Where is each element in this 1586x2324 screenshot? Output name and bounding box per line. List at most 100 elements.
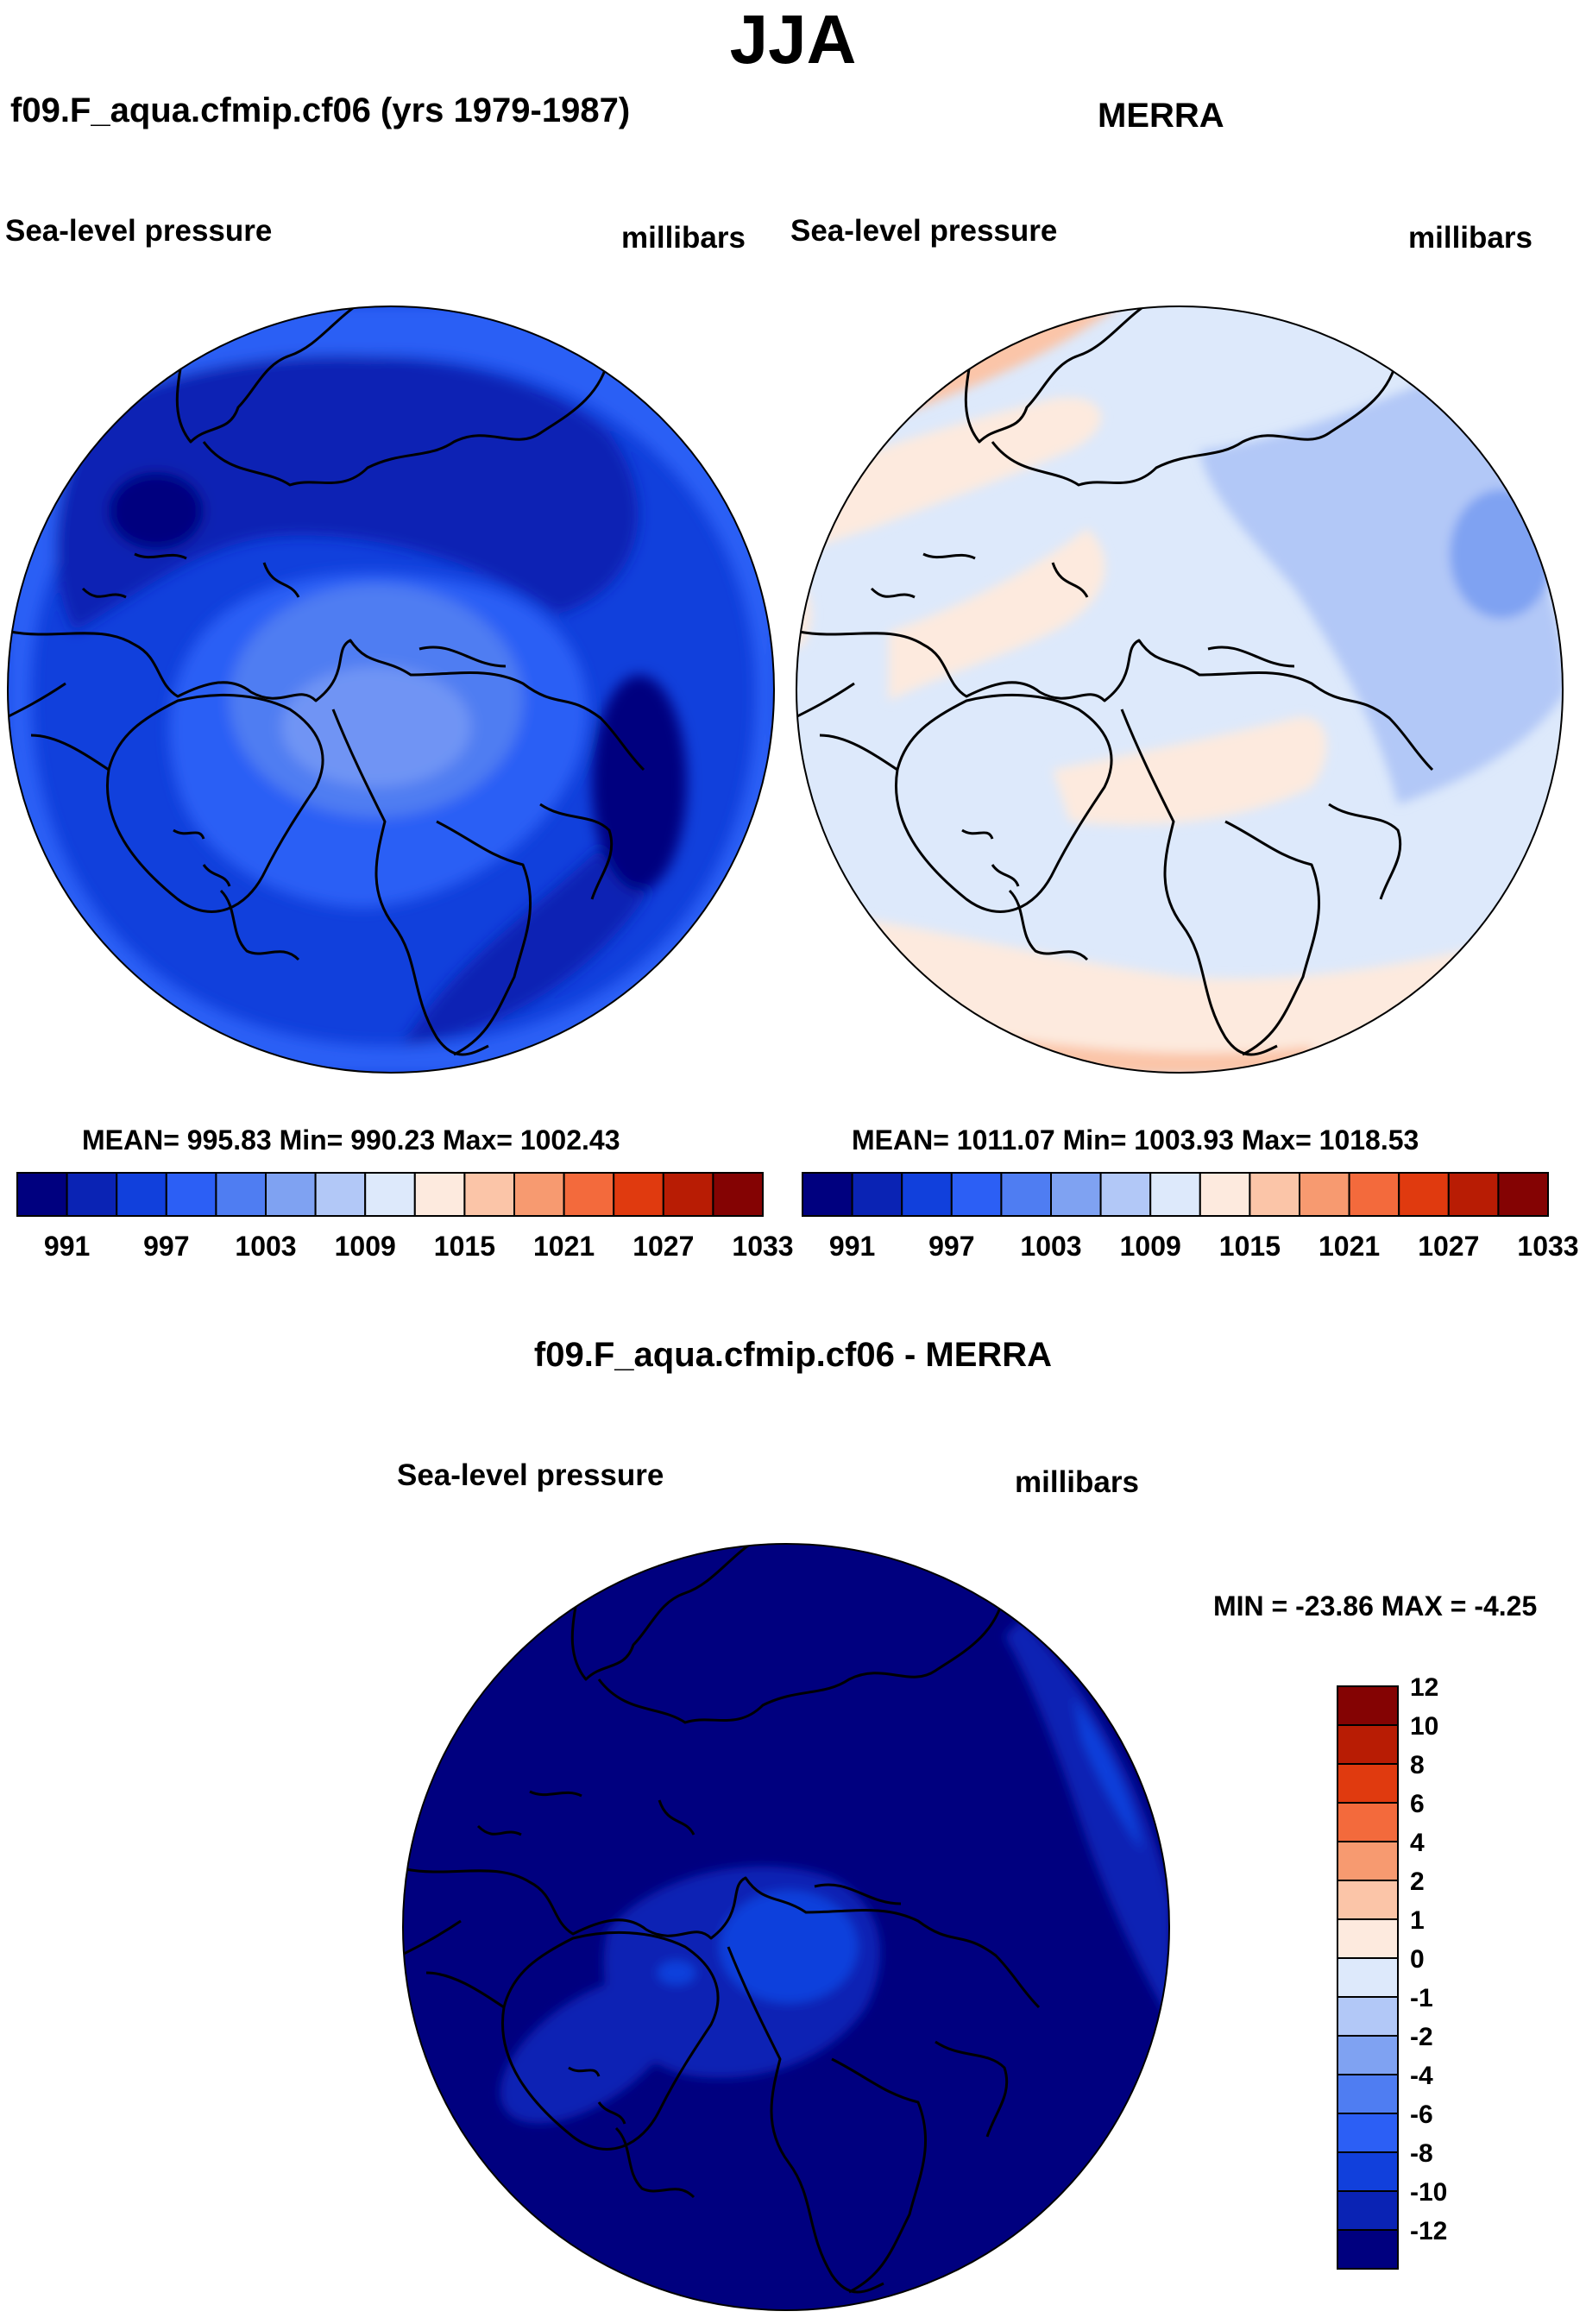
model-colorbar-tick-label: 997 xyxy=(143,1231,189,1262)
model-colorbar-swatch xyxy=(265,1172,317,1217)
obs-units-label: millibars xyxy=(1408,221,1533,255)
obs-colorbar-swatch xyxy=(1149,1172,1201,1217)
model-colorbar-swatch xyxy=(712,1172,765,1217)
diff-colorbar-swatch xyxy=(1337,1957,1399,1998)
obs-field-positive-center xyxy=(1053,716,1327,825)
diff-units-label: millibars xyxy=(1015,1465,1139,1499)
model-colorbar-tick-label: 1027 xyxy=(633,1231,694,1262)
diff-colorbar-tick-label: -1 xyxy=(1410,1984,1433,2012)
model-variable-label: Sea-level pressure xyxy=(5,214,273,248)
model-colorbar-tick-label: 1009 xyxy=(335,1231,396,1262)
model-polar-map xyxy=(7,305,775,1074)
model-coastlines xyxy=(8,306,714,1056)
diff-colorbar-swatch xyxy=(1337,1763,1399,1804)
diff-colorbar-tick-label: -10 xyxy=(1410,2178,1447,2207)
diff-colorbar-swatch xyxy=(1337,1724,1399,1765)
diff-colorbar-tick-label: 2 xyxy=(1410,1867,1425,1896)
model-field-high-core xyxy=(281,666,471,787)
obs-colorbar-tick-label: 1021 xyxy=(1319,1231,1380,1262)
diff-colorbar-swatch xyxy=(1337,2190,1399,2231)
diff-stats: MIN = -23.86 MAX = -4.25 xyxy=(1213,1590,1538,1622)
diff-polar-map xyxy=(402,1543,1170,2311)
obs-colorbar-swatch xyxy=(1447,1172,1500,1217)
obs-colorbar-swatch xyxy=(1497,1172,1550,1217)
model-colorbar-tick-label: 1033 xyxy=(732,1231,793,1262)
obs-field-positive-band-nw xyxy=(796,397,1102,554)
obs-colorbar-swatch xyxy=(1199,1172,1251,1217)
model-colorbar: 991 997 1003 1009 1015 1021 1027 1033 xyxy=(16,1172,794,1262)
model-panel-title: f09.F_aqua.cfmip.cf06 (yrs 1979-1987) xyxy=(10,91,631,129)
diff-colorbar-tick-label: 8 xyxy=(1410,1751,1425,1779)
diff-colorbar-tick-label: -12 xyxy=(1410,2217,1447,2245)
diff-colorbar-swatch xyxy=(1337,2074,1399,2114)
obs-polar-map xyxy=(796,305,1564,1074)
model-field-low-east xyxy=(592,675,687,891)
obs-colorbar-tick-label: 997 xyxy=(928,1231,974,1262)
model-colorbar-swatch xyxy=(662,1172,714,1217)
diff-colorbar-swatch xyxy=(1337,2151,1399,2192)
diff-field-small-blob xyxy=(658,1961,695,1985)
obs-colorbar-swatch xyxy=(901,1172,953,1217)
diff-colorbar-tick-label: -6 xyxy=(1410,2100,1433,2129)
obs-variable-label: Sea-level pressure xyxy=(790,214,1058,248)
model-colorbar-swatch xyxy=(165,1172,217,1217)
model-colorbar-swatch xyxy=(463,1172,516,1217)
diff-colorbar-swatch xyxy=(1337,1880,1399,1920)
diff-colorbar-swatch xyxy=(1337,1685,1399,1726)
diff-colorbar-swatch xyxy=(1337,2113,1399,2153)
obs-colorbar-swatch xyxy=(1398,1172,1450,1217)
diff-colorbar-tick-label: 0 xyxy=(1410,1945,1425,1974)
diff-colorbar-swatch xyxy=(1337,1802,1399,1842)
obs-colorbar-swatch xyxy=(1050,1172,1102,1217)
model-colorbar-swatch xyxy=(413,1172,466,1217)
model-colorbar-swatch xyxy=(314,1172,367,1217)
diff-variable-label: Sea-level pressure xyxy=(397,1458,664,1492)
obs-colorbar-tick-label: 1009 xyxy=(1120,1231,1181,1262)
model-colorbar-swatch xyxy=(215,1172,267,1217)
diff-field-east-rim-core xyxy=(1073,1697,1142,1852)
model-colorbar-swatch xyxy=(116,1172,167,1217)
diff-colorbar-swatch xyxy=(1337,2035,1399,2075)
obs-colorbar-swatch xyxy=(1000,1172,1052,1217)
diff-colorbar-tick-label: 6 xyxy=(1410,1790,1425,1818)
diff-colorbar-swatch xyxy=(1337,1841,1399,1881)
model-colorbar-swatch xyxy=(563,1172,615,1217)
model-colorbar-tick-label: 1003 xyxy=(235,1231,296,1262)
obs-field-negative-left xyxy=(796,580,811,649)
obs-stats: MEAN= 1011.07 Min= 1003.93 Max= 1018.53 xyxy=(852,1124,1419,1156)
obs-colorbar-tick-label: 1027 xyxy=(1418,1231,1479,1262)
model-field-low-west xyxy=(109,472,204,550)
model-units-label: millibars xyxy=(621,221,746,255)
obs-colorbar-tick-label: 991 xyxy=(829,1231,875,1262)
obs-colorbar-swatch xyxy=(851,1172,903,1217)
model-colorbar-swatch xyxy=(613,1172,664,1217)
model-colorbar-tick-label: 991 xyxy=(44,1231,90,1262)
season-title: JJA xyxy=(729,1,857,78)
diff-colorbar-tick-label: -8 xyxy=(1410,2139,1433,2168)
obs-field-positive-tongue xyxy=(889,528,1105,701)
model-colorbar-tick-label: 1021 xyxy=(533,1231,595,1262)
obs-colorbar-tick-label: 1003 xyxy=(1020,1231,1081,1262)
diff-colorbar-tick-label: -4 xyxy=(1410,2062,1433,2090)
model-colorbar-swatch xyxy=(66,1172,118,1217)
obs-colorbar-swatch xyxy=(1299,1172,1350,1217)
model-colorbar-swatch xyxy=(513,1172,565,1217)
diff-colorbar-tick-label: -2 xyxy=(1410,2023,1433,2051)
model-colorbar-swatch xyxy=(364,1172,416,1217)
model-colorbar-tick-label: 1015 xyxy=(434,1231,495,1262)
diff-colorbar-tick-label: 4 xyxy=(1410,1829,1425,1857)
obs-field-negative-east xyxy=(1199,373,1563,804)
diff-field-central-core xyxy=(720,1891,858,2003)
diff-field-east-rim xyxy=(1004,1619,1169,2025)
obs-colorbar-tick-label: 1033 xyxy=(1517,1231,1578,1262)
obs-colorbar-swatch xyxy=(1249,1172,1301,1217)
diff-colorbar-swatch xyxy=(1337,1996,1399,2037)
diff-colorbar-tick-label: 10 xyxy=(1410,1712,1438,1741)
diff-colorbar-tick-label: 12 xyxy=(1410,1673,1438,1702)
diff-panel-title: f09.F_aqua.cfmip.cf06 - MERRA xyxy=(533,1336,1053,1374)
model-colorbar-swatch xyxy=(16,1172,68,1217)
obs-colorbar: 991 997 1003 1009 1015 1021 1027 1033 xyxy=(802,1172,1579,1262)
model-field-low-band xyxy=(55,355,639,632)
model-stats: MEAN= 995.83 Min= 990.23 Max= 1002.43 xyxy=(82,1124,620,1156)
